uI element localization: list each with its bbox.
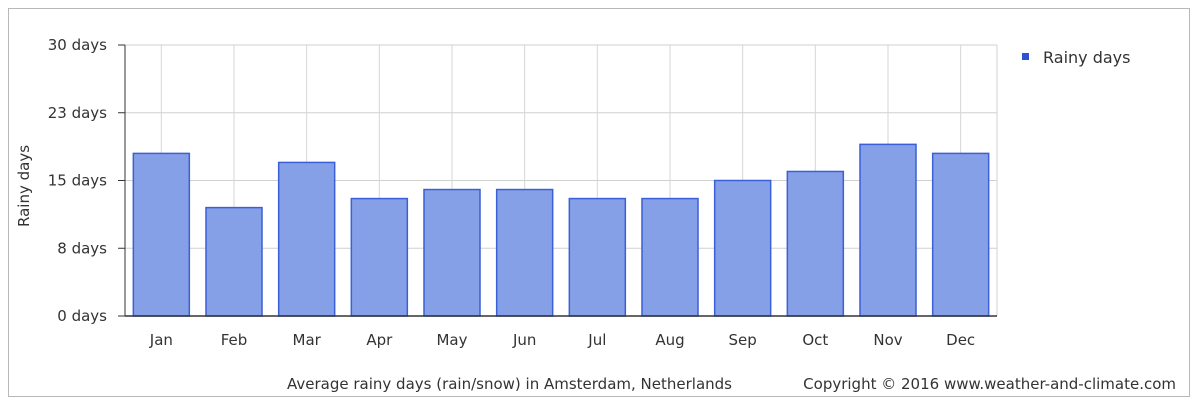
- x-tick-label: Feb: [221, 331, 248, 349]
- bar-nov: [859, 143, 917, 317]
- x-tick-label: Aug: [655, 331, 684, 349]
- bar-apr: [350, 197, 409, 317]
- y-tick-label: 30 days: [48, 36, 107, 54]
- x-tick-label: Apr: [366, 331, 393, 349]
- copyright-notice: Copyright © 2016 www.weather-and-climate…: [803, 375, 1176, 393]
- bar-may: [423, 188, 481, 317]
- bar-sep: [713, 179, 772, 317]
- y-tick-label: 0 days: [57, 307, 107, 325]
- axis-layer: 0 days 8 days 15 days 23 days 30 days Jan Feb M…: [48, 36, 997, 349]
- x-tick-label: Sep: [729, 331, 757, 349]
- x-tick-label: Dec: [946, 331, 975, 349]
- y-tick-label: 15 days: [48, 172, 107, 190]
- bar-oct: [786, 170, 845, 317]
- bar-aug: [641, 197, 699, 317]
- x-tick-label: Jan: [149, 331, 173, 349]
- x-tick-label: Nov: [873, 331, 902, 349]
- x-tick-label: Mar: [293, 331, 322, 349]
- y-axis-label: Rainy days: [15, 145, 33, 227]
- legend-label: Rainy days: [1043, 48, 1130, 67]
- x-tick-label: Jun: [512, 331, 536, 349]
- y-tick-label: 8 days: [57, 239, 107, 257]
- bar-dec: [931, 152, 990, 317]
- bars-layer: [132, 143, 990, 317]
- x-tick-label: Jul: [587, 331, 606, 349]
- x-tick-label: Oct: [802, 331, 828, 349]
- x-tick-label: May: [436, 331, 467, 349]
- bar-jan: [132, 152, 191, 317]
- bar-jul: [568, 197, 627, 317]
- bar-jun: [495, 188, 554, 317]
- bar-mar: [277, 161, 336, 317]
- legend-swatch: [1022, 53, 1029, 60]
- bar-feb: [205, 206, 263, 317]
- legend: Rainy days: [1022, 48, 1130, 67]
- y-tick-label: 23 days: [48, 104, 107, 122]
- chart-caption: Average rainy days (rain/snow) in Amster…: [287, 375, 732, 393]
